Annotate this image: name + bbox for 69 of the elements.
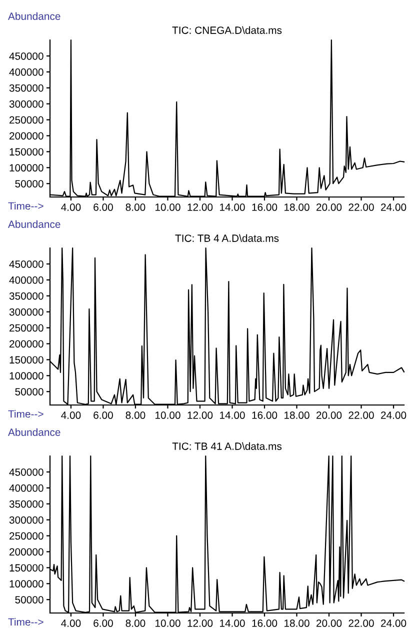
chart-title: TIC: TB 41 A.D\data.ms <box>172 442 282 450</box>
x-tick-label: 12.00 <box>188 620 213 627</box>
y-axis-title: Abundance <box>8 220 60 228</box>
y-tick-label: 150000 <box>10 356 44 364</box>
x-axis-title: Time--> <box>8 410 44 418</box>
y-tick-label: 300000 <box>9 516 44 524</box>
y-tick-label: 400000 <box>9 68 44 76</box>
x-tick-label: 12.00 <box>188 412 213 419</box>
y-tick-label: 450000 <box>9 52 44 60</box>
y-tick-label: 200000 <box>10 340 44 348</box>
x-tick-label: 4.00 <box>61 412 81 419</box>
x-tick-label: 10.00 <box>155 412 180 419</box>
y-tick-label: 350000 <box>9 84 44 92</box>
x-tick-label: 16.00 <box>252 620 278 627</box>
x-tick-label: 14.00 <box>220 412 245 419</box>
chart-title: TIC: CNEGA.D\data.ms <box>172 26 282 34</box>
y-tick-label: 150000 <box>10 564 44 572</box>
y-tick-label: 450000 <box>9 260 44 268</box>
x-tick-label: 22.00 <box>348 620 374 627</box>
x-axis-title: Time--> <box>8 202 44 210</box>
y-tick-label: 350000 <box>9 500 44 508</box>
x-tick-label: 20.00 <box>316 204 342 211</box>
y-tick-label: 50000 <box>15 180 44 188</box>
x-tick-label: 6.00 <box>94 412 113 419</box>
y-tick-label: 200000 <box>10 548 44 556</box>
y-tick-label: 450000 <box>9 468 44 476</box>
y-axis-title: Abundance <box>8 12 60 20</box>
y-tick-label: 50000 <box>15 596 44 604</box>
x-tick-label: 10.00 <box>155 620 180 627</box>
y-tick-label: 400000 <box>9 276 44 284</box>
chart-title: TIC: TB 4 A.D\data.ms <box>175 234 279 242</box>
x-tick-label: 4.00 <box>61 620 81 627</box>
x-tick-label: 6.00 <box>94 204 113 211</box>
y-tick-label: 400000 <box>9 484 44 492</box>
x-tick-label: 24.00 <box>381 204 406 211</box>
x-tick-label: 20.00 <box>316 620 342 627</box>
x-tick-label: 8.00 <box>126 204 146 211</box>
y-tick-label: 300000 <box>9 100 44 108</box>
y-tick-label: 100000 <box>10 372 44 380</box>
y-tick-label: 300000 <box>9 308 44 316</box>
x-tick-label: 10.00 <box>155 204 180 211</box>
y-tick-label: 100000 <box>10 164 44 172</box>
y-tick-label: 250000 <box>10 116 44 124</box>
y-tick-label: 250000 <box>10 532 44 540</box>
x-tick-label: 20.00 <box>316 412 342 419</box>
x-tick-label: 16.00 <box>252 204 278 211</box>
x-tick-label: 12.00 <box>188 204 213 211</box>
x-tick-label: 22.00 <box>348 204 374 211</box>
y-tick-label: 150000 <box>10 148 44 156</box>
x-tick-label: 16.00 <box>252 412 278 419</box>
x-tick-label: 22.00 <box>348 412 374 419</box>
x-tick-label: 18.00 <box>284 620 310 627</box>
x-tick-label: 6.00 <box>94 620 113 627</box>
x-tick-label: 8.00 <box>126 412 146 419</box>
x-tick-label: 18.00 <box>284 412 310 419</box>
x-tick-label: 14.00 <box>220 620 245 627</box>
x-tick-label: 18.00 <box>284 204 310 211</box>
y-tick-label: 200000 <box>10 132 44 140</box>
y-tick-label: 50000 <box>15 388 44 396</box>
x-tick-label: 4.00 <box>61 204 81 211</box>
x-tick-label: 8.00 <box>126 620 146 627</box>
y-axis-title: Abundance <box>8 428 60 436</box>
y-tick-label: 250000 <box>10 324 44 332</box>
x-tick-label: 24.00 <box>381 412 406 419</box>
x-tick-label: 14.00 <box>220 204 245 211</box>
x-axis-title: Time--> <box>8 618 44 626</box>
x-tick-label: 24.00 <box>381 620 406 627</box>
y-tick-label: 100000 <box>10 580 44 588</box>
y-tick-label: 350000 <box>9 292 44 300</box>
